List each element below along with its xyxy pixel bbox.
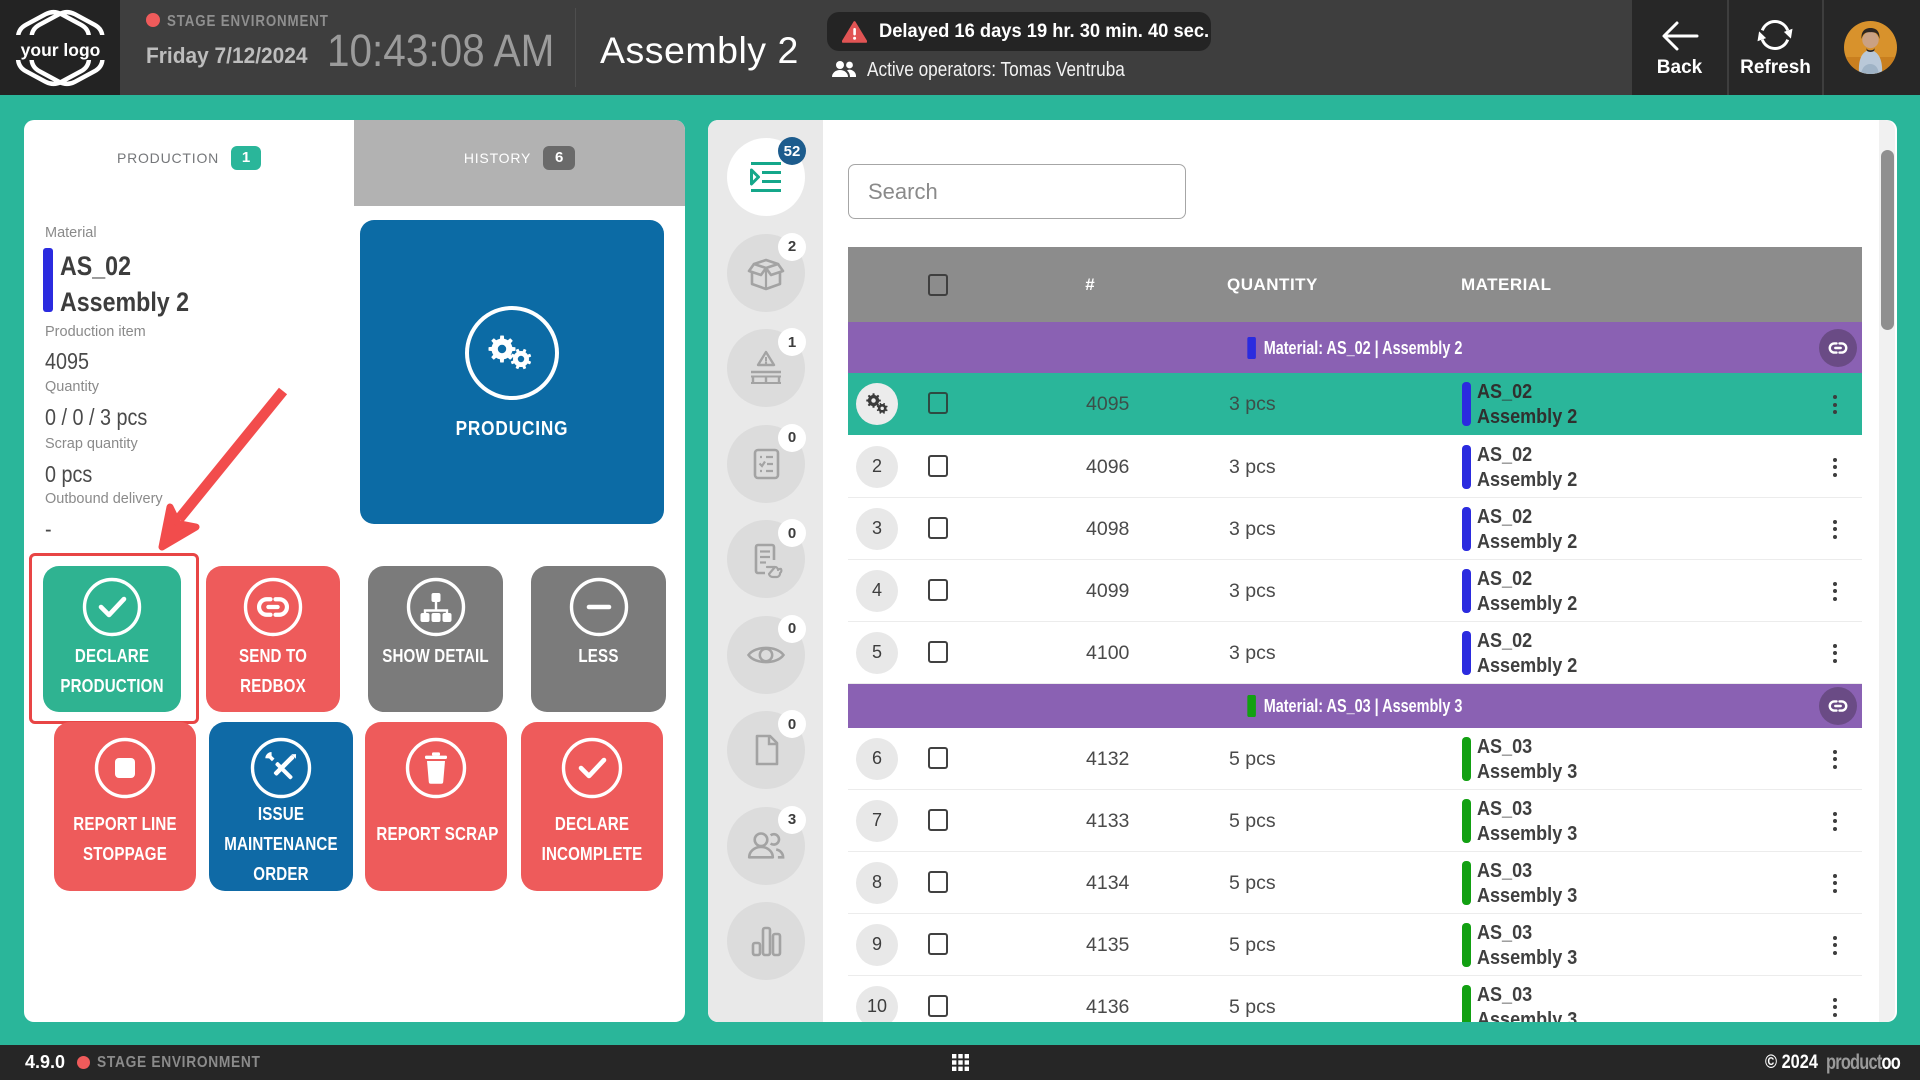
svg-text:your logo: your logo xyxy=(21,40,101,60)
